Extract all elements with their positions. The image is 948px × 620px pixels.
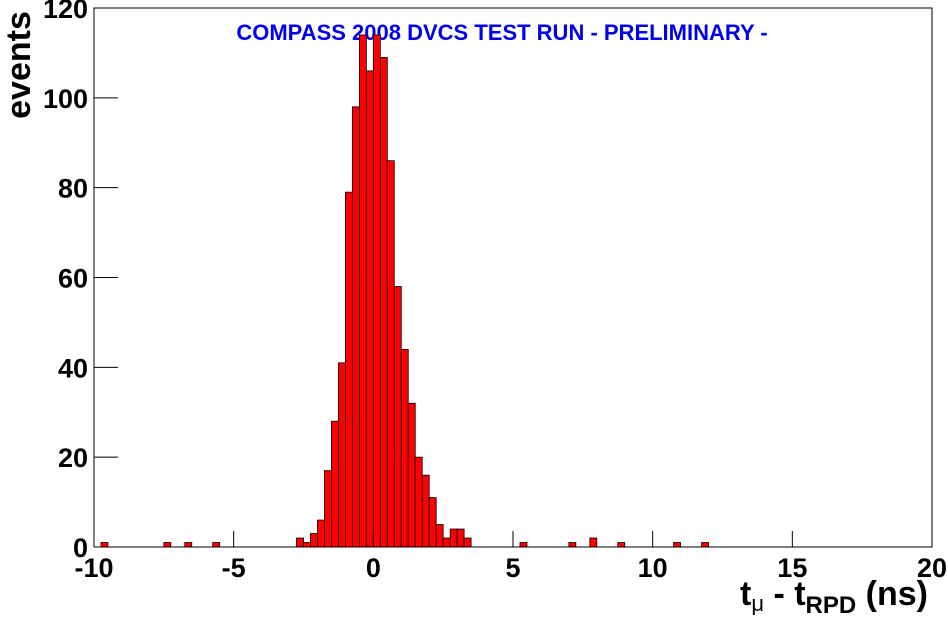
bar [435,524,444,548]
y-tick-label: 60 [58,264,88,294]
bar [456,528,465,548]
bar [379,57,388,548]
y-tick-label: 100 [43,84,88,114]
bar [701,542,709,548]
bar [372,34,381,548]
x-axis-label: tμ - tRPD (ns) [740,575,928,615]
bar [386,160,395,548]
x-tick-label: -10 [74,553,113,583]
x-label-part: RPD [806,592,857,615]
x-label-part: (ns) [856,575,928,613]
bar [407,402,416,548]
y-tick-label: 40 [58,353,88,383]
bar [617,542,626,548]
x-label-part: t [740,575,751,613]
bar [400,348,409,548]
y-tick-label: 20 [58,443,88,473]
bar [568,542,577,548]
bar [442,537,451,548]
x-tick-label: 15 [777,553,807,583]
bar [331,420,339,548]
x-tick-label: 0 [366,553,381,583]
bar [317,519,325,548]
bar [212,542,221,548]
bar [310,533,318,548]
bar [673,542,681,548]
bar [428,497,437,548]
bar [589,537,598,548]
x-tick-label: 10 [638,553,668,583]
bar [358,34,367,548]
bar [303,542,311,548]
y-tick-label: 80 [58,174,88,204]
bar [449,528,458,548]
y-axis-label: events [0,11,38,119]
plot-frame [93,7,933,548]
bar [414,456,423,548]
bar [463,537,472,548]
y-tick-label: 120 [43,0,88,24]
bar [163,542,172,548]
x-tick-label: 5 [505,553,520,583]
bar [421,474,430,548]
bar [296,537,304,548]
x-label-part: - t [764,575,806,613]
x-tick-label: 20 [917,553,947,583]
y-tick-label: 0 [73,533,88,563]
x-tick-label: -5 [222,553,246,583]
bar [351,106,360,548]
bar [519,542,528,548]
chart-title: COMPASS 2008 DVCS TEST RUN - PRELIMINARY… [236,20,767,45]
x-label-part: μ [751,591,764,615]
bar [184,542,193,548]
bar [393,286,402,548]
bar [365,70,374,548]
bar [324,470,332,548]
bar [338,362,346,548]
bar [100,542,109,548]
bar [344,191,353,548]
